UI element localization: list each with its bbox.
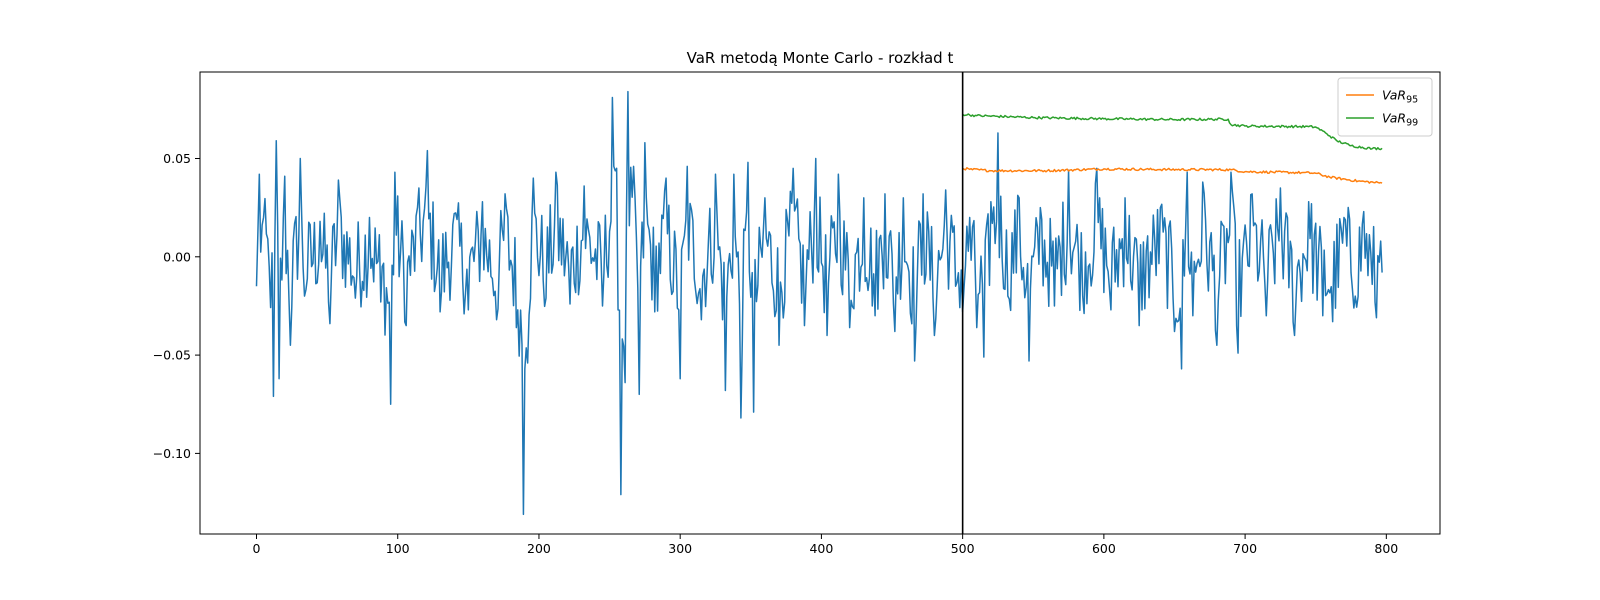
x-tick-label: 500 xyxy=(951,541,975,556)
y-tick-label: −0.05 xyxy=(153,348,191,363)
axes: 0 100 200 300 400 500 600 700 800 −0.10 −0.05 0.00 0… xyxy=(153,71,1441,556)
legend: VaR95 VaR99 xyxy=(1337,77,1433,137)
x-tick-label: 800 xyxy=(1374,541,1398,556)
series-line-var95 xyxy=(962,167,1383,184)
axes-frame xyxy=(199,71,1441,535)
plot-area xyxy=(255,72,1383,534)
chart-title: VaR metodą Monte Carlo - rozkład t xyxy=(687,49,954,67)
x-tick-label: 700 xyxy=(1233,541,1257,556)
series-line-var99 xyxy=(962,113,1383,151)
legend-label-var99: VaR99 xyxy=(1382,111,1418,129)
x-tick-label: 300 xyxy=(668,541,692,556)
y-tick-label: 0.00 xyxy=(163,249,191,264)
x-tick-label: 200 xyxy=(527,541,551,556)
y-tick-label: −0.10 xyxy=(153,446,191,461)
x-tick-label: 400 xyxy=(809,541,833,556)
x-tick-label: 0 xyxy=(253,541,261,556)
series-line-returns xyxy=(255,90,1383,516)
legend-label-var95: VaR95 xyxy=(1382,88,1418,106)
legend-box xyxy=(1337,77,1433,137)
y-tick-label: 0.05 xyxy=(163,151,191,166)
x-tick-label: 600 xyxy=(1092,541,1116,556)
x-tick-label: 100 xyxy=(386,541,410,556)
